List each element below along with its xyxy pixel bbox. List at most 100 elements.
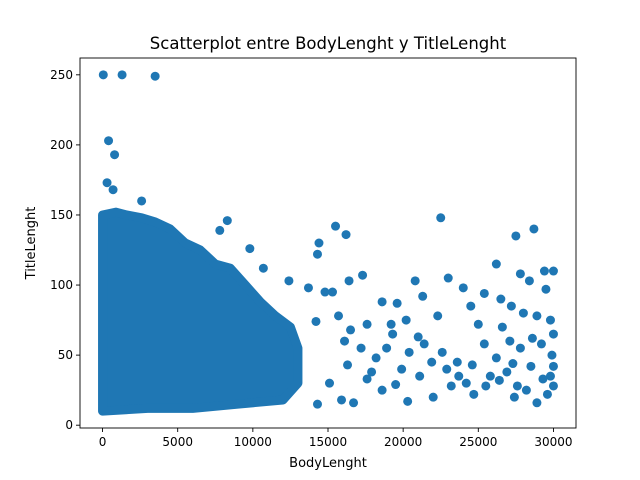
data-point: [481, 381, 491, 391]
data-point: [377, 385, 387, 395]
data-point: [548, 329, 558, 339]
data-point: [98, 70, 108, 80]
data-point: [367, 367, 377, 377]
data-point: [469, 389, 479, 399]
x-tick-label: 25000: [459, 435, 497, 449]
y-axis-label: TitleLenght: [24, 207, 39, 281]
data-point: [362, 319, 372, 329]
data-point: [452, 357, 462, 367]
data-point: [443, 273, 453, 283]
data-point: [117, 70, 127, 80]
data-point: [410, 276, 420, 286]
data-point: [311, 316, 321, 326]
data-point: [532, 398, 542, 408]
x-tick-label: 0: [99, 435, 107, 449]
x-tick-label: 30000: [534, 435, 572, 449]
data-point: [337, 395, 347, 405]
data-point: [344, 276, 354, 286]
chart-title: Scatterplot entre BodyLenght y TitleLeng…: [150, 34, 507, 53]
data-point: [110, 150, 120, 160]
data-point: [541, 284, 551, 294]
data-point: [442, 364, 452, 374]
data-point: [413, 332, 423, 342]
data-point: [215, 225, 225, 235]
data-point: [415, 371, 425, 381]
data-point: [382, 343, 392, 353]
y-tick-label: 250: [50, 68, 73, 82]
data-point: [325, 378, 335, 388]
data-point: [548, 381, 558, 391]
data-point: [548, 266, 558, 276]
data-point: [458, 283, 468, 293]
data-point: [539, 266, 549, 276]
data-point: [511, 231, 521, 241]
data-point: [334, 311, 344, 321]
data-point: [108, 185, 118, 195]
data-point: [377, 297, 387, 307]
data-point: [542, 389, 552, 399]
x-axis: 0 5000 10000 15000 20000 25000 30000: [99, 428, 573, 449]
data-point: [496, 294, 506, 304]
y-tick-label: 50: [58, 348, 73, 362]
data-point: [358, 270, 368, 280]
data-point: [436, 213, 446, 223]
data-point: [497, 322, 507, 332]
data-point: [391, 380, 401, 390]
data-point: [346, 325, 356, 335]
x-tick-label: 5000: [162, 435, 193, 449]
data-point: [312, 399, 322, 409]
data-point: [312, 249, 322, 259]
data-point: [536, 339, 546, 349]
data-point: [527, 333, 537, 343]
data-point: [545, 371, 555, 381]
y-tick-label: 200: [50, 138, 73, 152]
data-point: [314, 238, 324, 248]
data-point: [509, 392, 519, 402]
y-tick-label: 150: [50, 208, 73, 222]
data-point: [343, 360, 353, 370]
data-point: [401, 315, 411, 325]
data-point: [521, 385, 531, 395]
data-point: [284, 276, 294, 286]
data-point: [356, 343, 366, 353]
data-point: [485, 371, 495, 381]
data-point: [320, 287, 330, 297]
data-point: [506, 301, 516, 311]
data-point: [427, 357, 437, 367]
y-tick-label: 100: [50, 278, 73, 292]
data-point: [538, 374, 548, 384]
data-point: [331, 221, 341, 231]
data-point: [479, 339, 489, 349]
data-point: [466, 301, 476, 311]
data-point: [446, 381, 456, 391]
data-point: [526, 361, 536, 371]
x-tick-label: 10000: [234, 435, 272, 449]
data-point: [547, 350, 557, 360]
data-point: [340, 336, 350, 346]
data-point: [529, 224, 539, 234]
data-point: [386, 319, 396, 329]
data-point: [515, 343, 525, 353]
data-point: [545, 315, 555, 325]
data-point: [505, 336, 515, 346]
data-point: [341, 230, 351, 240]
data-point: [371, 353, 381, 363]
data-point: [532, 311, 542, 321]
data-point: [437, 347, 447, 357]
data-point: [245, 244, 255, 254]
data-point: [222, 216, 232, 226]
x-tick-label: 15000: [309, 435, 347, 449]
data-point: [404, 347, 414, 357]
data-point: [433, 311, 443, 321]
data-point: [392, 298, 402, 308]
data-point: [473, 319, 483, 329]
data-point: [104, 136, 114, 146]
data-point: [467, 360, 477, 370]
data-point: [137, 196, 147, 206]
data-point: [303, 283, 313, 293]
plot-area: [98, 70, 558, 416]
data-point: [388, 329, 398, 339]
x-axis-label: BodyLenght: [289, 456, 367, 471]
data-point: [491, 353, 501, 363]
